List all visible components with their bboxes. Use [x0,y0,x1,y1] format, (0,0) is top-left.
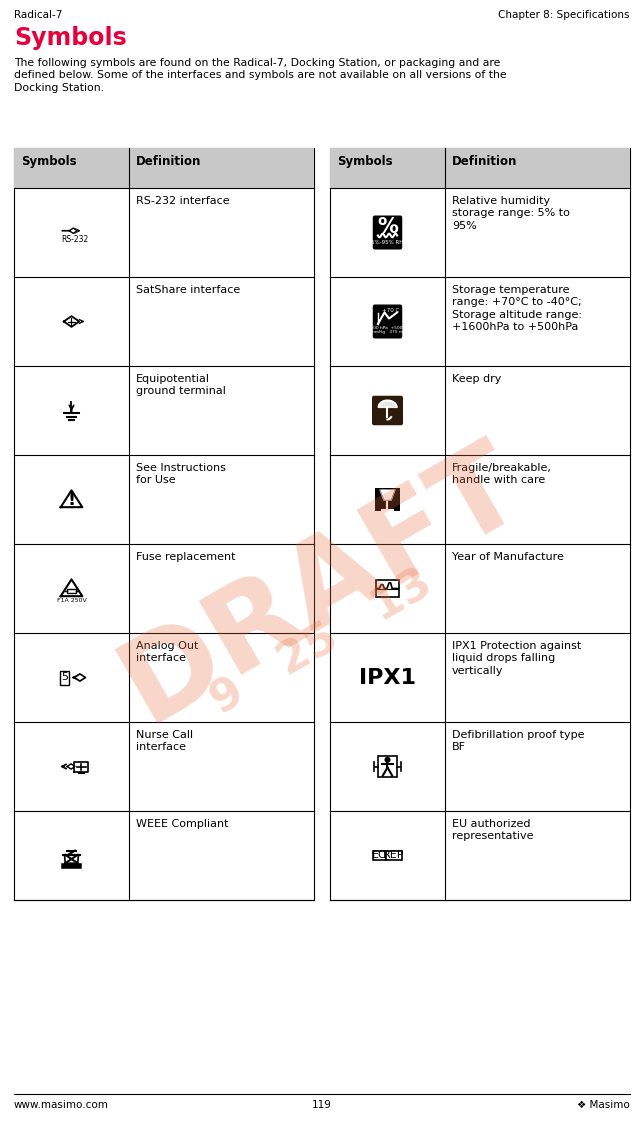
Polygon shape [64,316,79,327]
Text: %: % [377,218,398,237]
Text: Nurse Call
interface: Nurse Call interface [136,730,193,753]
Text: REP: REP [383,851,404,861]
Text: 119: 119 [312,1100,332,1110]
Text: WEEE Compliant: WEEE Compliant [136,819,229,829]
Text: Equipotential
ground terminal: Equipotential ground terminal [136,374,226,397]
Text: defined below. Some of the interfaces and symbols are not available on all versi: defined below. Some of the interfaces an… [14,71,507,80]
Text: Year of Manufacture: Year of Manufacture [452,552,564,562]
Bar [386,851,402,860]
Text: 5: 5 [61,673,68,683]
FancyBboxPatch shape [372,396,403,425]
Text: Fuse replacement: Fuse replacement [136,552,236,562]
Text: Chapter 8: Specifications: Chapter 8: Specifications [498,10,630,20]
Text: Symbols: Symbols [14,26,127,50]
Bar [330,148,630,900]
FancyBboxPatch shape [373,304,402,338]
Text: Symbols: Symbols [337,156,393,168]
Text: 5%-95% RH: 5%-95% RH [372,240,404,246]
Text: Analog Out
interface: Analog Out interface [136,641,198,664]
Text: RS-232 interface: RS-232 interface [136,196,230,206]
Polygon shape [74,762,88,772]
Text: +1600 hPa  +500 hPa: +1600 hPa +500 hPa [364,326,412,330]
Text: F1A 250V: F1A 250V [57,598,86,603]
Polygon shape [64,855,79,863]
Text: Definition: Definition [452,156,517,168]
Text: 750 mmHg   375 mmHg: 750 mmHg 375 mmHg [361,330,413,334]
Polygon shape [61,490,82,507]
Bar [330,148,630,188]
Text: EC: EC [372,851,387,861]
Text: !: ! [68,491,75,509]
Text: Relative humidity
storage range: 5% to
95%: Relative humidity storage range: 5% to 9… [452,196,570,231]
Text: ❖ Masimo: ❖ Masimo [577,1100,630,1110]
Text: Defibrillation proof type
BF: Defibrillation proof type BF [452,730,585,753]
Text: DRAFT: DRAFT [102,426,542,746]
Bar [67,588,76,593]
Text: +70 C: +70 C [382,308,399,312]
Polygon shape [61,579,82,596]
Text: Symbols: Symbols [21,156,77,168]
Text: The following symbols are found on the Radical-7, Docking Station, or packaging : The following symbols are found on the R… [14,57,500,68]
Text: Fragile/breakable,
handle with care: Fragile/breakable, handle with care [452,463,552,486]
Polygon shape [70,228,77,233]
Text: www.masimo.com: www.masimo.com [14,1100,109,1110]
Text: EU authorized
representative: EU authorized representative [452,819,533,842]
Text: 9   25   13: 9 25 13 [204,562,440,722]
Bar [14,148,314,188]
Text: Definition: Definition [136,156,202,168]
Polygon shape [380,490,395,500]
Bar [14,148,314,900]
Bar [61,671,69,684]
Text: See Instructions
for Use: See Instructions for Use [136,463,226,486]
Text: IPX1 Protection against
liquid drops falling
vertically: IPX1 Protection against liquid drops fal… [452,641,582,676]
Text: RS-232: RS-232 [61,236,88,245]
Polygon shape [67,764,75,769]
FancyBboxPatch shape [373,215,402,249]
Polygon shape [74,674,86,681]
Bar [375,488,401,511]
Text: Radical-7: Radical-7 [14,10,62,20]
Bar [374,851,386,860]
Text: SatShare interface: SatShare interface [136,285,240,295]
Text: Keep dry: Keep dry [452,374,502,384]
Bar [378,756,397,778]
Bar [376,580,399,597]
Text: IPX1: IPX1 [359,667,416,687]
Text: Storage temperature
range: +70°C to -40°C;
Storage altitude range:
+1600hPa to +: Storage temperature range: +70°C to -40°… [452,285,582,332]
Text: Docking Station.: Docking Station. [14,83,104,94]
Circle shape [385,757,390,762]
